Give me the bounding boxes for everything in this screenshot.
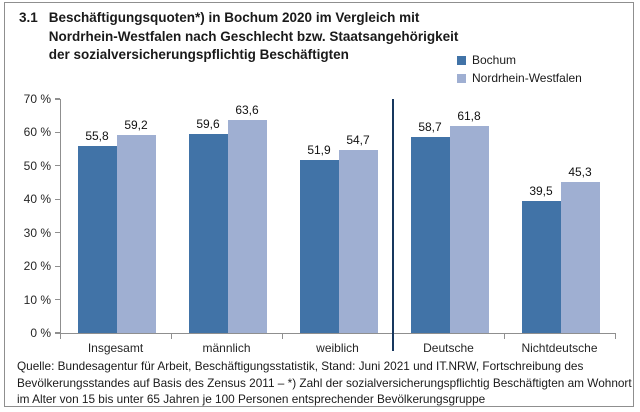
bar-bochum	[188, 133, 228, 333]
y-tick-label: 20 %	[23, 259, 51, 274]
chart-title-line: Nordrhein-Westfalen nach Geschlecht bzw.…	[48, 28, 459, 44]
bar-value-label: 45,3	[568, 164, 592, 179]
chart-title-lines: Beschäftigungsquoten*) in Bochum 2020 im…	[49, 9, 459, 65]
bar-with-label: 54,7	[338, 133, 378, 333]
y-tick-mark	[55, 265, 60, 267]
bar-value-label: 63,6	[235, 103, 259, 118]
bar-group: 55,8 59,2	[61, 99, 172, 333]
bar-value-label: 59,6	[196, 116, 220, 131]
bar-group: 51,9 54,7	[283, 99, 394, 333]
legend-label: Nordrhein-Westfalen	[472, 71, 582, 85]
group-divider-line	[392, 99, 394, 351]
bar-with-label: 59,6	[188, 116, 228, 333]
legend-item: Bochum	[457, 53, 582, 67]
y-tick-mark	[55, 98, 60, 100]
bar-bochum	[521, 200, 561, 333]
y-tick-label: 50 %	[23, 158, 51, 173]
bar-group: 39,5 45,3	[505, 99, 616, 333]
legend: Bochum Nordrhein-Westfalen	[457, 53, 582, 85]
y-tick-mark	[55, 298, 60, 301]
bar-bochum	[77, 146, 117, 333]
chart-title-line: der sozialversicherungspflichtig Beschäf…	[48, 47, 349, 62]
bar-nordrhein-westfalen	[560, 181, 600, 333]
y-tick-label: 70 %	[23, 92, 51, 106]
chart-header: 3.1 Beschäftigungsquoten*) in Bochum 202…	[19, 9, 458, 65]
x-category-label: Insgesamt	[87, 341, 144, 355]
y-tick-label: 40 %	[23, 192, 51, 207]
x-category-label: Deutsche	[423, 341, 474, 355]
y-tick-mark	[55, 332, 60, 334]
bar-group: 59,6 63,6	[172, 99, 283, 333]
legend-swatch-icon	[457, 55, 466, 65]
figure-frame: 3.1 Beschäftigungsquoten*) in Bochum 202…	[4, 2, 634, 407]
y-tick-label: 30 %	[23, 225, 51, 240]
x-category-label: Nichtdeutsche	[521, 341, 598, 355]
bar-with-label: 61,8	[449, 109, 489, 333]
bar-value-label: 39,5	[529, 183, 553, 198]
bar-with-label: 58,7	[410, 119, 450, 333]
x-tick-mark	[171, 334, 173, 339]
source-note: Quelle: Bundesagentur für Arbeit, Beschä…	[17, 358, 632, 408]
bar-value-label: 55,8	[85, 129, 109, 144]
bar-nordrhein-westfalen	[227, 120, 267, 333]
bar-nordrhein-westfalen	[449, 126, 489, 333]
plot-area: 55,8 59,2 59,6 63,6 51,9 54,7 58,7 61,8 39,5 45,3	[60, 99, 616, 334]
bar-with-label: 51,9	[299, 142, 339, 333]
bar-value-label: 58,7	[418, 119, 442, 134]
x-tick-mark	[282, 334, 284, 339]
x-tick-mark	[615, 334, 617, 339]
y-tick-label: 10 %	[23, 292, 51, 307]
bar-with-label: 39,5	[521, 183, 561, 333]
y-tick-mark	[55, 165, 60, 167]
x-category-label: weiblich	[316, 341, 359, 355]
bar-with-label: 63,6	[227, 103, 267, 333]
y-tick-label: 0 %	[30, 326, 51, 340]
source-line: Quelle: Bundesagentur für Arbeit, Beschä…	[17, 359, 584, 373]
bar-bochum	[410, 136, 450, 333]
section-number: 3.1	[19, 10, 38, 25]
bar-bochum	[299, 159, 339, 333]
legend-item: Nordrhein-Westfalen	[457, 71, 582, 85]
bar-value-label: 61,8	[457, 109, 481, 124]
bar-nordrhein-westfalen	[116, 135, 156, 333]
legend-label: Bochum	[472, 53, 517, 67]
bar-nordrhein-westfalen	[338, 150, 378, 333]
bar-with-label: 55,8	[77, 129, 117, 333]
bar-value-label: 54,7	[346, 133, 370, 148]
y-tick-label: 60 %	[23, 125, 51, 140]
y-tick-mark	[55, 131, 60, 134]
bar-value-label: 59,2	[124, 118, 148, 133]
bar-value-label: 51,9	[307, 142, 331, 157]
source-line: Bevölkerungsstandes auf Basis des Zensus…	[17, 375, 632, 390]
x-tick-mark	[504, 334, 506, 339]
x-tick-mark	[60, 334, 62, 339]
bar-with-label: 45,3	[560, 164, 600, 333]
y-tick-mark	[55, 198, 60, 200]
chart-title-line: Beschäftigungsquoten*) in Bochum 2020 im…	[48, 10, 420, 25]
bar-group: 58,7 61,8	[394, 99, 505, 333]
source-line: im Alter von 15 bis unter 65 Jahren je 1…	[17, 392, 486, 406]
legend-swatch-icon	[457, 73, 466, 83]
bar-with-label: 59,2	[116, 118, 156, 333]
x-category-label: männlich	[202, 341, 251, 355]
y-tick-mark	[55, 232, 60, 234]
